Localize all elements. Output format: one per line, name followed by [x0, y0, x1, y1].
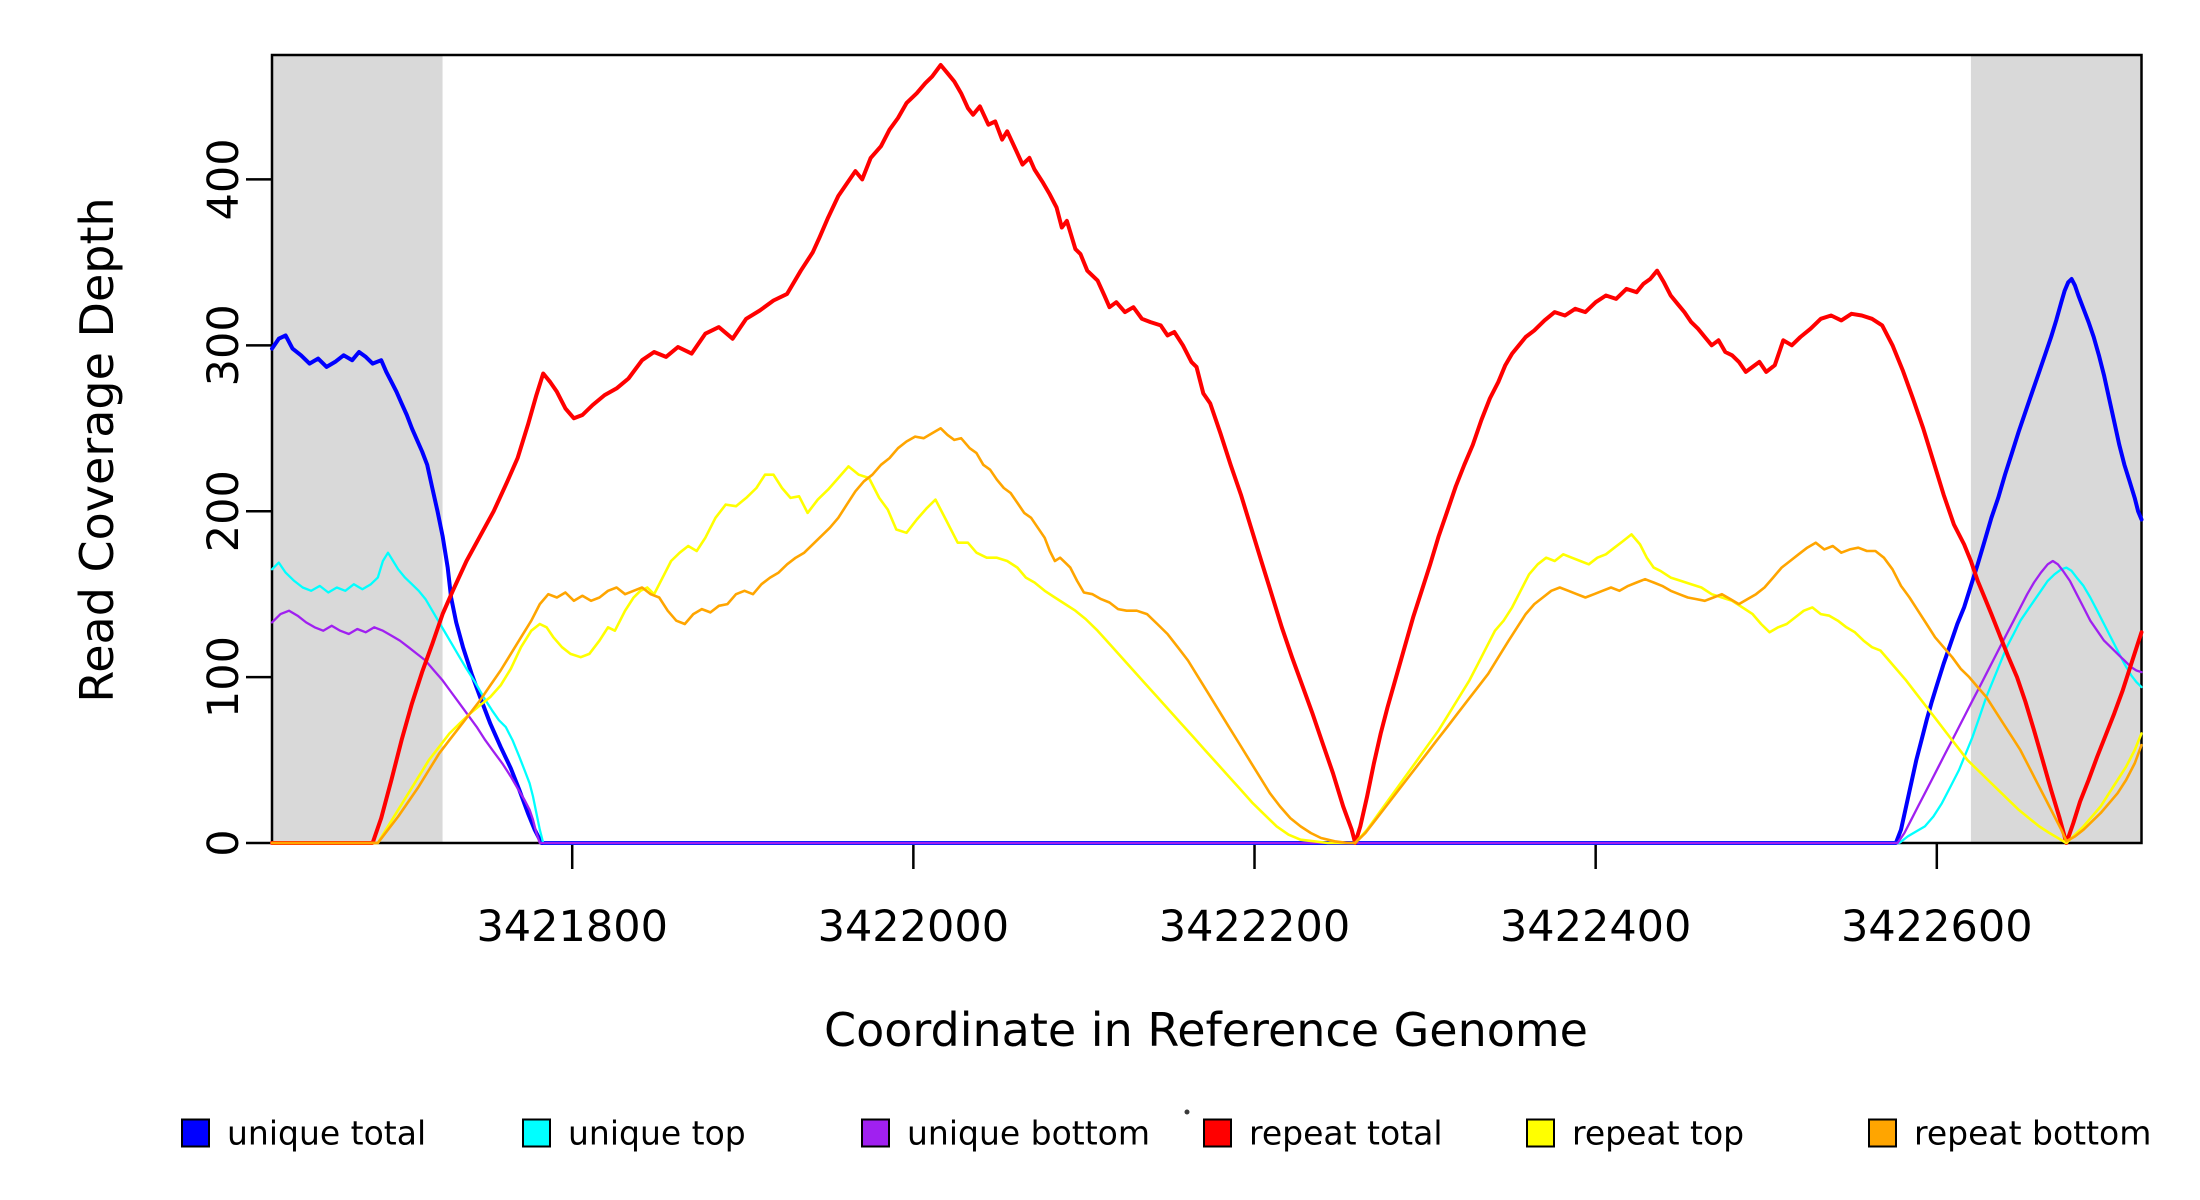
legend-label-repeat-top: repeat top [1572, 1114, 1744, 1153]
plot-box [270, 53, 2143, 845]
y-tick-label: 400 [199, 138, 249, 220]
right-gray-band [1970, 55, 2142, 843]
series-unique-bottom [270, 559, 2143, 845]
legend-label-unique-bottom: unique bottom [907, 1114, 1150, 1153]
legend-label-unique-total: unique total [227, 1114, 426, 1153]
legend-swatch-repeat-top [1526, 1118, 1555, 1148]
legend-swatch-unique-top [522, 1118, 551, 1148]
y-tick-label: 0 [199, 829, 249, 856]
left-gray-band [272, 55, 443, 843]
x-tick-label: 3422400 [1500, 902, 1692, 952]
legend-swatch-unique-bottom [861, 1118, 890, 1148]
series-repeat-top [270, 465, 2143, 845]
x-tick-label: 3422600 [1841, 902, 2033, 952]
y-tick-label: 200 [199, 470, 249, 552]
x-tick-label: 3422000 [818, 902, 1010, 952]
legend-swatch-unique-total [181, 1118, 210, 1148]
y-axis-title: Read Coverage Depth [70, 197, 124, 703]
x-tick-label: 3422200 [1159, 902, 1351, 952]
series-unique-total [270, 277, 2144, 845]
x-tick-label: 3421800 [476, 902, 668, 952]
y-tick-label: 300 [199, 304, 249, 386]
legend-swatch-repeat-bottom [1868, 1118, 1897, 1148]
legend-label-repeat-total: repeat total [1249, 1114, 1443, 1153]
x-axis-title: Coordinate in Reference Genome [824, 1003, 1588, 1057]
series-repeat-total [270, 63, 2144, 845]
y-tick-label: 100 [199, 636, 249, 718]
series-repeat-bottom [270, 426, 2143, 845]
legend-swatch-repeat-total [1203, 1118, 1232, 1148]
legend-label-unique-top: unique top [568, 1114, 746, 1153]
stray-dot-artifact [1184, 1109, 1190, 1115]
legend-label-repeat-bottom: repeat bottom [1914, 1114, 2151, 1153]
